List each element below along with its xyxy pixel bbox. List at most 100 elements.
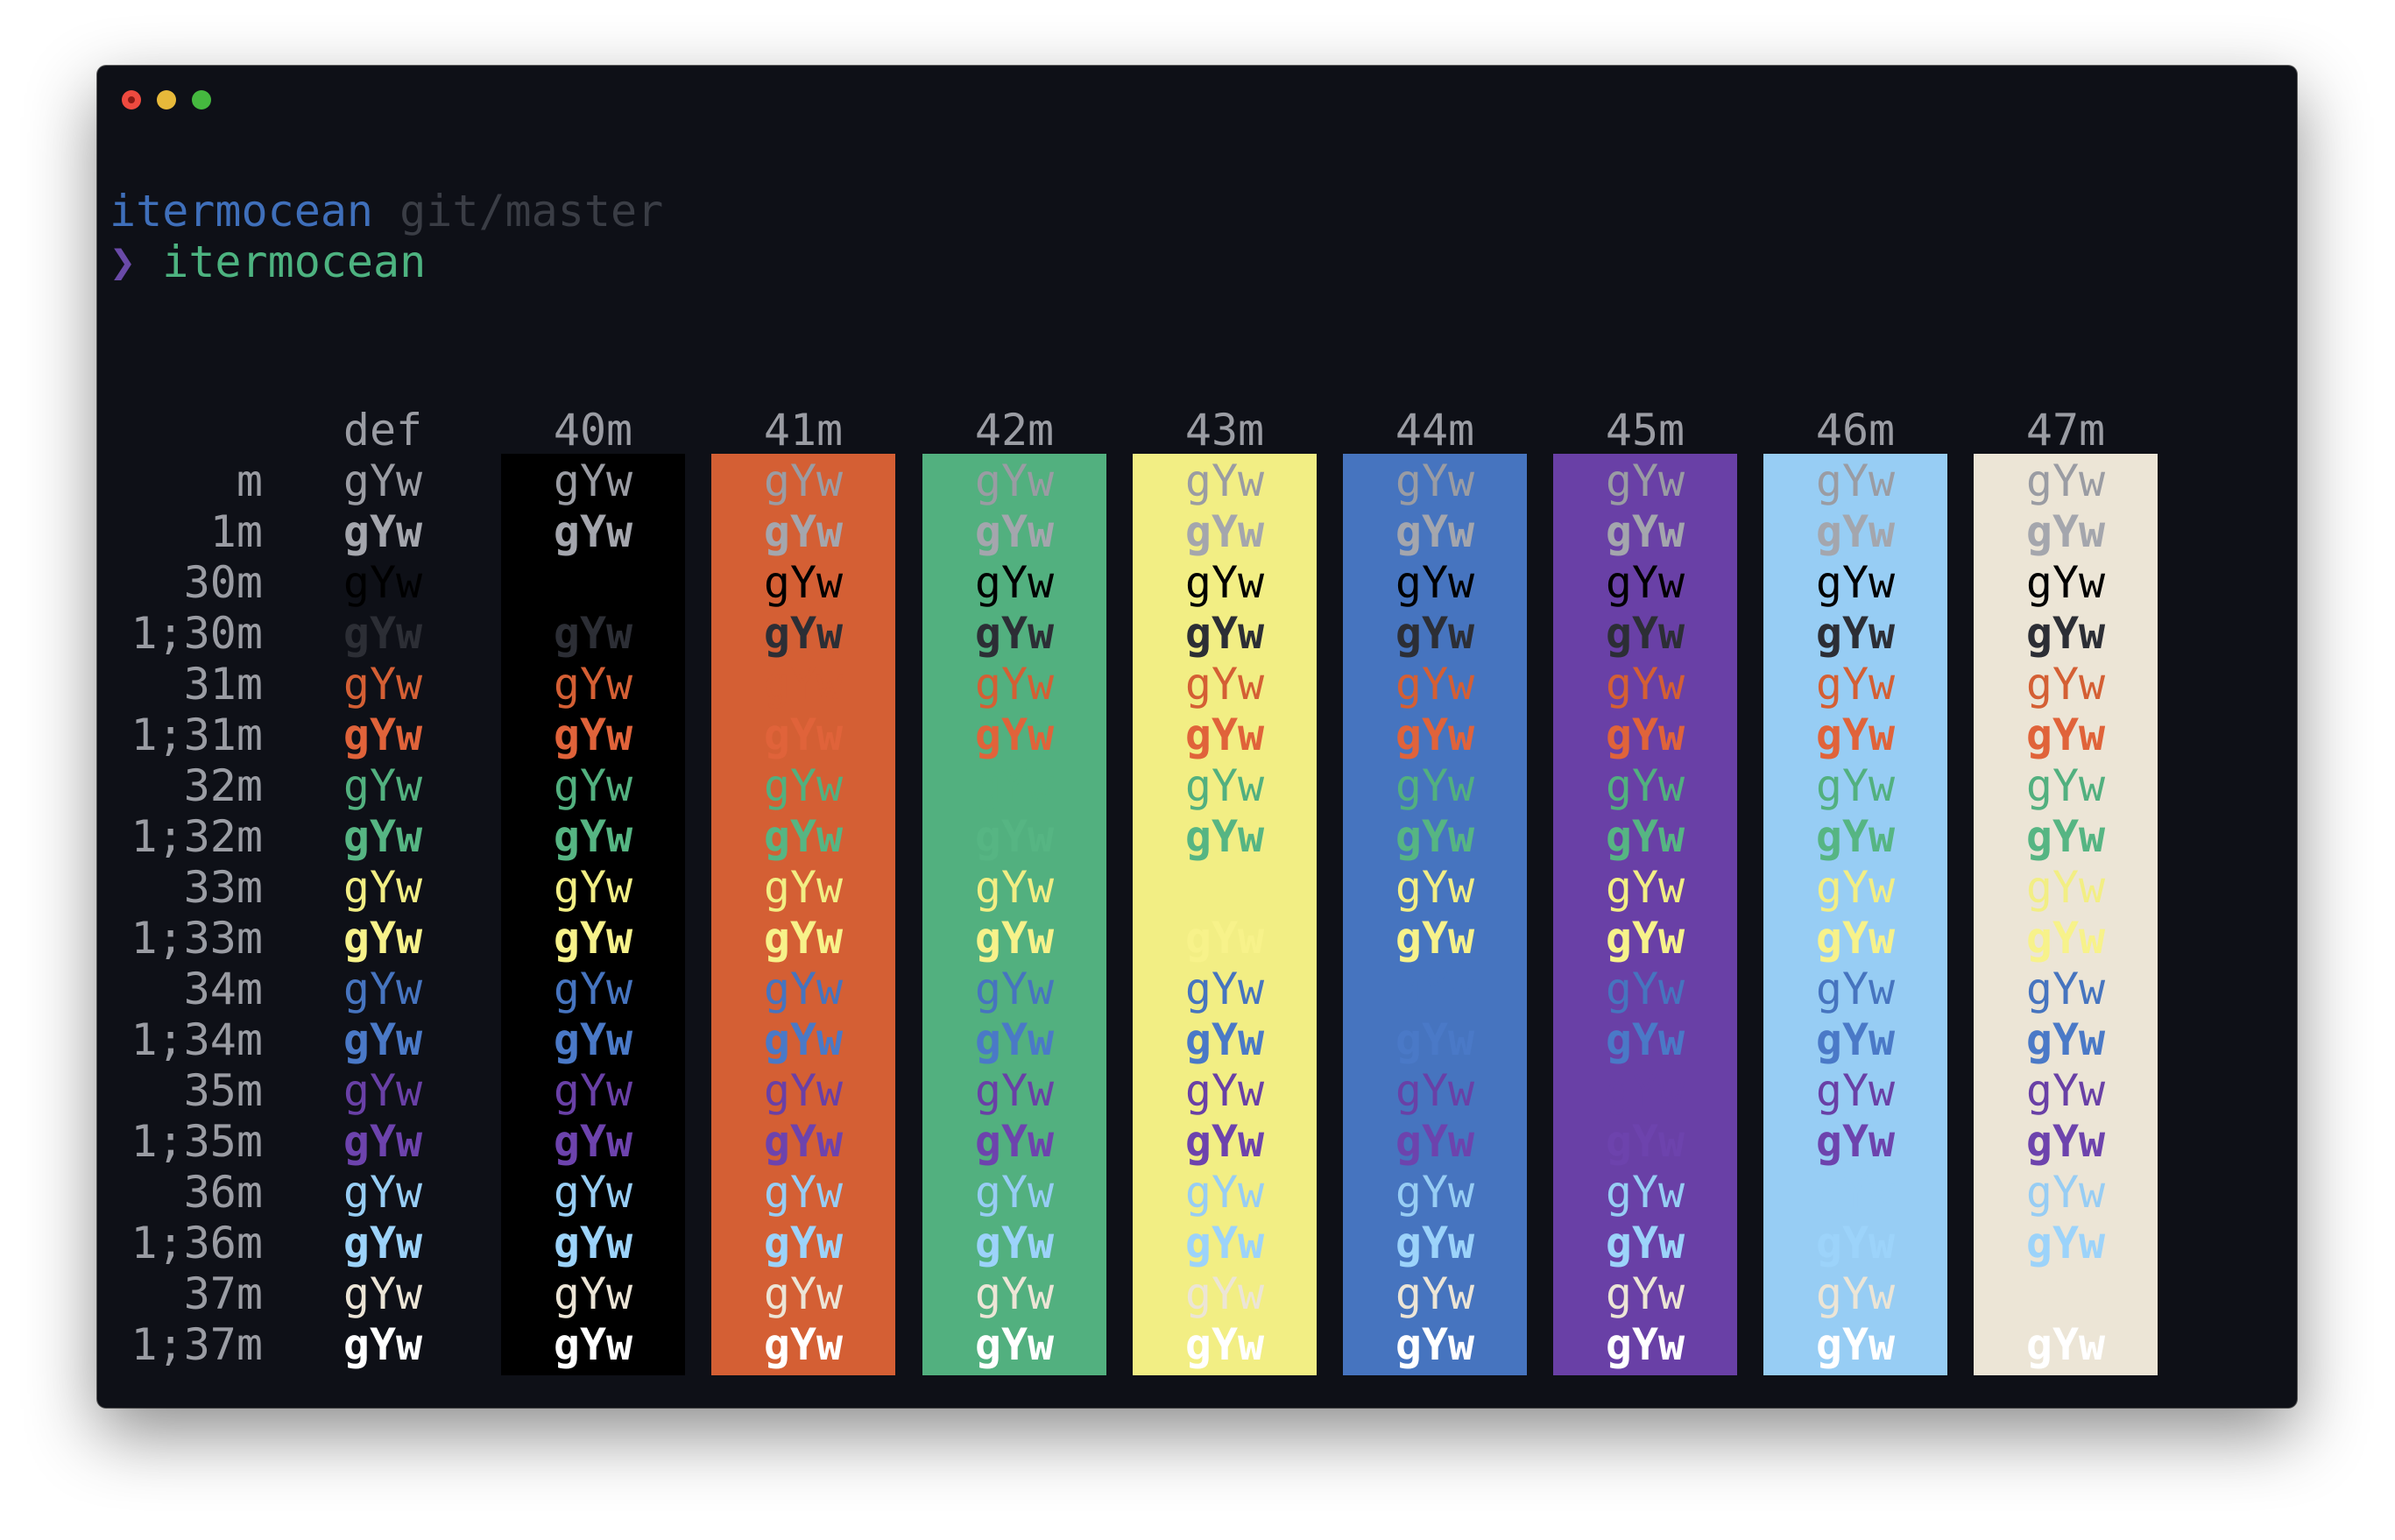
sample-cell: gYw [1605, 760, 1685, 811]
sample-cell: gYw [1815, 1167, 1896, 1218]
sample-cell: gYw [1815, 1065, 1896, 1116]
sample-cell: gYw [763, 862, 844, 913]
sample-cell: gYw [974, 811, 1055, 862]
background-column-45m [1553, 454, 1737, 1375]
sample-cell: gYw [763, 1065, 844, 1116]
sample-cell: gYw [763, 1167, 844, 1218]
sample-cell: gYw [1815, 1116, 1896, 1167]
sample-cell: gYw [2025, 1065, 2106, 1116]
sample-cell: gYw [343, 506, 423, 557]
zoom-window-button[interactable] [192, 90, 211, 109]
sample-cell: gYw [2025, 710, 2106, 760]
row-label: 1;30m [131, 608, 263, 659]
sample-cell: gYw [974, 1218, 1055, 1268]
background-column-41m [711, 454, 895, 1375]
row-label: 35m [183, 1065, 263, 1116]
sample-cell: gYw [553, 1268, 633, 1319]
sample-cell: gYw [1395, 1167, 1475, 1218]
sample-cell: gYw [553, 710, 633, 760]
minimize-window-button[interactable] [157, 90, 176, 109]
sample-cell: gYw [1184, 1167, 1265, 1218]
sample-cell: gYw [763, 456, 844, 506]
sample-cell: gYw [1605, 913, 1685, 964]
sample-cell: gYw [1184, 862, 1265, 913]
column-header: 44m [1395, 405, 1475, 456]
sample-cell: gYw [553, 456, 633, 506]
row-label: 30m [183, 557, 263, 608]
sample-cell: gYw [343, 456, 423, 506]
prompt-directory: itermocean [110, 186, 374, 237]
sample-cell: gYw [1605, 1167, 1685, 1218]
sample-cell: gYw [1184, 710, 1265, 760]
sample-cell: gYw [974, 913, 1055, 964]
sample-cell: gYw [343, 913, 423, 964]
sample-cell: gYw [2025, 964, 2106, 1014]
sample-cell: gYw [1605, 659, 1685, 710]
sample-cell: gYw [1605, 1268, 1685, 1319]
sample-cell: gYw [974, 760, 1055, 811]
sample-cell: gYw [974, 1065, 1055, 1116]
prompt-command-line[interactable]: ❯ itermocean [110, 237, 426, 287]
column-header: 42m [974, 405, 1055, 456]
sample-cell: gYw [1395, 1065, 1475, 1116]
sample-cell: gYw [343, 1014, 423, 1065]
close-window-button[interactable] [122, 90, 141, 109]
sample-cell: gYw [343, 862, 423, 913]
sample-cell: gYw [1395, 913, 1475, 964]
sample-cell: gYw [1184, 760, 1265, 811]
sample-cell: gYw [974, 608, 1055, 659]
sample-cell: gYw [2025, 862, 2106, 913]
sample-cell: gYw [763, 1218, 844, 1268]
sample-cell: gYw [974, 659, 1055, 710]
sample-cell: gYw [763, 1268, 844, 1319]
sample-cell: gYw [1395, 710, 1475, 760]
sample-cell: gYw [1184, 1268, 1265, 1319]
sample-cell: gYw [1605, 456, 1685, 506]
sample-cell: gYw [974, 1014, 1055, 1065]
sample-cell: gYw [2025, 506, 2106, 557]
sample-cell: gYw [1815, 659, 1896, 710]
prompt-command: itermocean [162, 237, 427, 287]
sample-cell: gYw [1395, 811, 1475, 862]
row-label: 1m [209, 506, 263, 557]
sample-cell: gYw [974, 506, 1055, 557]
sample-cell: gYw [1395, 862, 1475, 913]
sample-cell: gYw [2025, 456, 2106, 506]
sample-cell: gYw [2025, 1014, 2106, 1065]
sample-cell: gYw [343, 1218, 423, 1268]
sample-cell: gYw [1815, 862, 1896, 913]
sample-cell: gYw [1605, 608, 1685, 659]
sample-cell: gYw [553, 1065, 633, 1116]
sample-cell: gYw [553, 1167, 633, 1218]
sample-cell: gYw [343, 710, 423, 760]
sample-cell: gYw [1605, 1218, 1685, 1268]
sample-cell: gYw [1605, 862, 1685, 913]
sample-cell: gYw [763, 557, 844, 608]
sample-cell: gYw [2025, 1218, 2106, 1268]
sample-cell: gYw [343, 1167, 423, 1218]
column-header: 47m [2025, 405, 2106, 456]
row-label: 1;32m [131, 811, 263, 862]
terminal-window: itermocean git/master ❯ itermocean def 40… [97, 66, 2297, 1408]
sample-cell: gYw [763, 710, 844, 760]
sample-cell: gYw [343, 608, 423, 659]
sample-cell: gYw [1395, 1116, 1475, 1167]
sample-cell: gYw [2025, 557, 2106, 608]
column-header: 40m [553, 405, 633, 456]
sample-cell: gYw [343, 811, 423, 862]
title-bar [97, 66, 2297, 136]
sample-cell: gYw [763, 506, 844, 557]
sample-cell: gYw [974, 1268, 1055, 1319]
sample-cell: gYw [974, 1167, 1055, 1218]
sample-cell: gYw [553, 811, 633, 862]
prompt-git-branch: git/master [399, 186, 664, 237]
sample-cell: gYw [974, 1319, 1055, 1370]
sample-cell: gYw [974, 862, 1055, 913]
row-label: 1;31m [131, 710, 263, 760]
sample-cell: gYw [1395, 1319, 1475, 1370]
sample-cell: gYw [1184, 1319, 1265, 1370]
sample-cell: gYw [343, 1116, 423, 1167]
sample-cell: gYw [343, 760, 423, 811]
background-column-42m [922, 454, 1106, 1375]
background-column-40m [501, 454, 685, 1375]
